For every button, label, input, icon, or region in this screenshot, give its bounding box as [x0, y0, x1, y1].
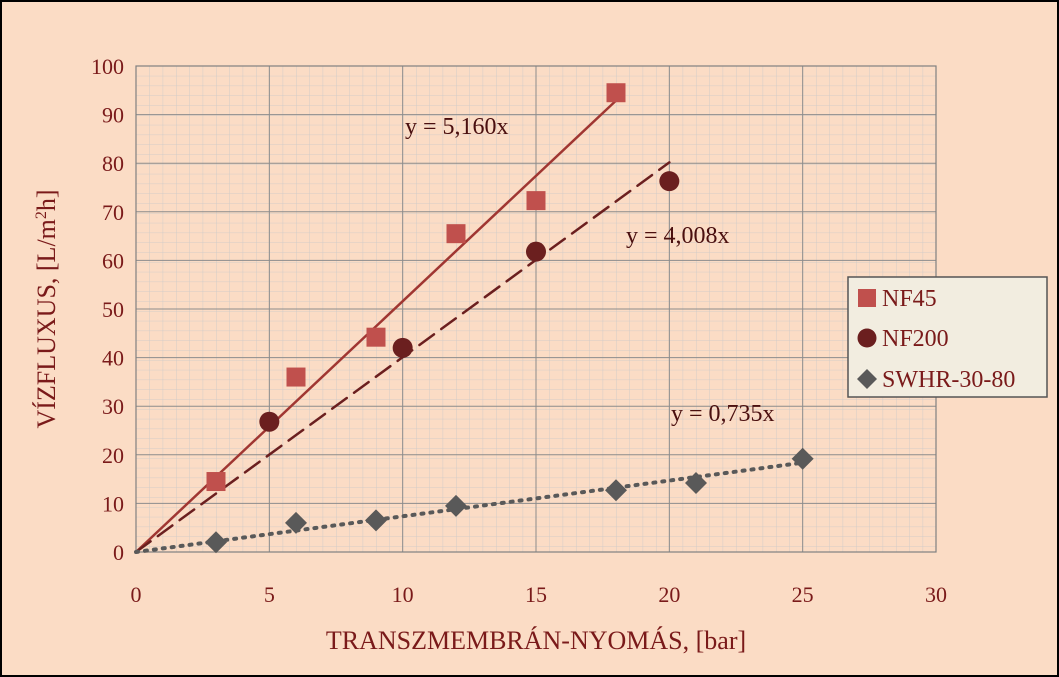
x-tick-label-4: 20 — [658, 582, 680, 607]
y-tick-label-1: 10 — [102, 491, 124, 516]
marker-swhr-30-80-0 — [205, 531, 227, 554]
trend-label-swhr: y = 0,735x — [671, 401, 775, 427]
marker-nf200-0 — [259, 411, 280, 432]
y-tick-label-6: 60 — [102, 248, 124, 273]
legend-marker-nf200 — [857, 328, 877, 348]
y-tick-label-7: 70 — [102, 200, 124, 225]
legend-label-nf200: NF200 — [882, 326, 949, 352]
y-axis-title-main: VÍZFLUXUS, [L/m — [32, 219, 61, 428]
marker-nf45-5 — [606, 83, 626, 103]
trend-label-nf200: y = 4,008x — [626, 223, 730, 249]
marker-swhr-30-80-5 — [685, 471, 707, 494]
marker-nf45-3 — [446, 224, 466, 244]
marker-nf45-1 — [286, 367, 306, 387]
y-axis-title-sup: 2 — [33, 211, 50, 219]
y-tick-label-8: 80 — [102, 151, 124, 176]
legend-marker-nf45 — [858, 289, 876, 307]
marker-nf200-2 — [526, 241, 546, 262]
trend-label-nf45: y = 5,160x — [405, 114, 509, 140]
x-tick-label-3: 15 — [525, 582, 547, 607]
y-tick-label-9: 90 — [102, 103, 124, 128]
x-tick-label-0: 0 — [131, 582, 142, 607]
marker-swhr-30-80-4 — [605, 479, 627, 502]
marker-swhr-30-80-3 — [445, 494, 467, 517]
legend-label-nf45: NF45 — [882, 286, 937, 312]
x-tick-label-5: 25 — [792, 582, 814, 607]
marker-swhr-30-80-2 — [365, 509, 387, 532]
y-axis-title-tail: h] — [32, 189, 61, 211]
marker-nf200-1 — [392, 337, 413, 358]
x-axis-title: TRANSZMEMBRÁN-NYOMÁS, [bar] — [326, 626, 746, 655]
marker-nf45-0 — [206, 472, 226, 492]
data-markers — [205, 83, 814, 554]
marker-nf45-4 — [526, 191, 546, 211]
x-tick-label-1: 5 — [264, 582, 275, 607]
y-tick-labels: 0 10 20 30 40 50 60 70 80 90 100 — [91, 54, 124, 565]
y-tick-label-0: 0 — [113, 540, 124, 565]
legend-marker-swhr — [857, 369, 877, 389]
y-tick-label-10: 100 — [91, 54, 124, 79]
marker-swhr-30-80-6 — [791, 447, 814, 470]
marker-nf45-2 — [366, 327, 386, 347]
x-tick-label-6: 30 — [925, 582, 947, 607]
y-tick-label-5: 50 — [102, 297, 124, 322]
y-axis-title: VÍZFLUXUS, [L/m2h] — [32, 189, 61, 428]
legend-box — [847, 276, 1048, 398]
x-tick-label-2: 10 — [392, 582, 414, 607]
y-tick-label-3: 30 — [102, 394, 124, 419]
y-tick-label-4: 40 — [102, 346, 124, 371]
legend: NF45 NF200 SWHR-30-80 — [847, 276, 1048, 398]
marker-swhr-30-80-1 — [285, 511, 307, 534]
x-tick-labels: 0 5 10 15 20 25 30 — [131, 582, 948, 607]
y-tick-label-2: 20 — [102, 443, 124, 468]
marker-nf200-3 — [659, 171, 680, 192]
legend-label-swhr: SWHR-30-80 — [882, 367, 1015, 393]
